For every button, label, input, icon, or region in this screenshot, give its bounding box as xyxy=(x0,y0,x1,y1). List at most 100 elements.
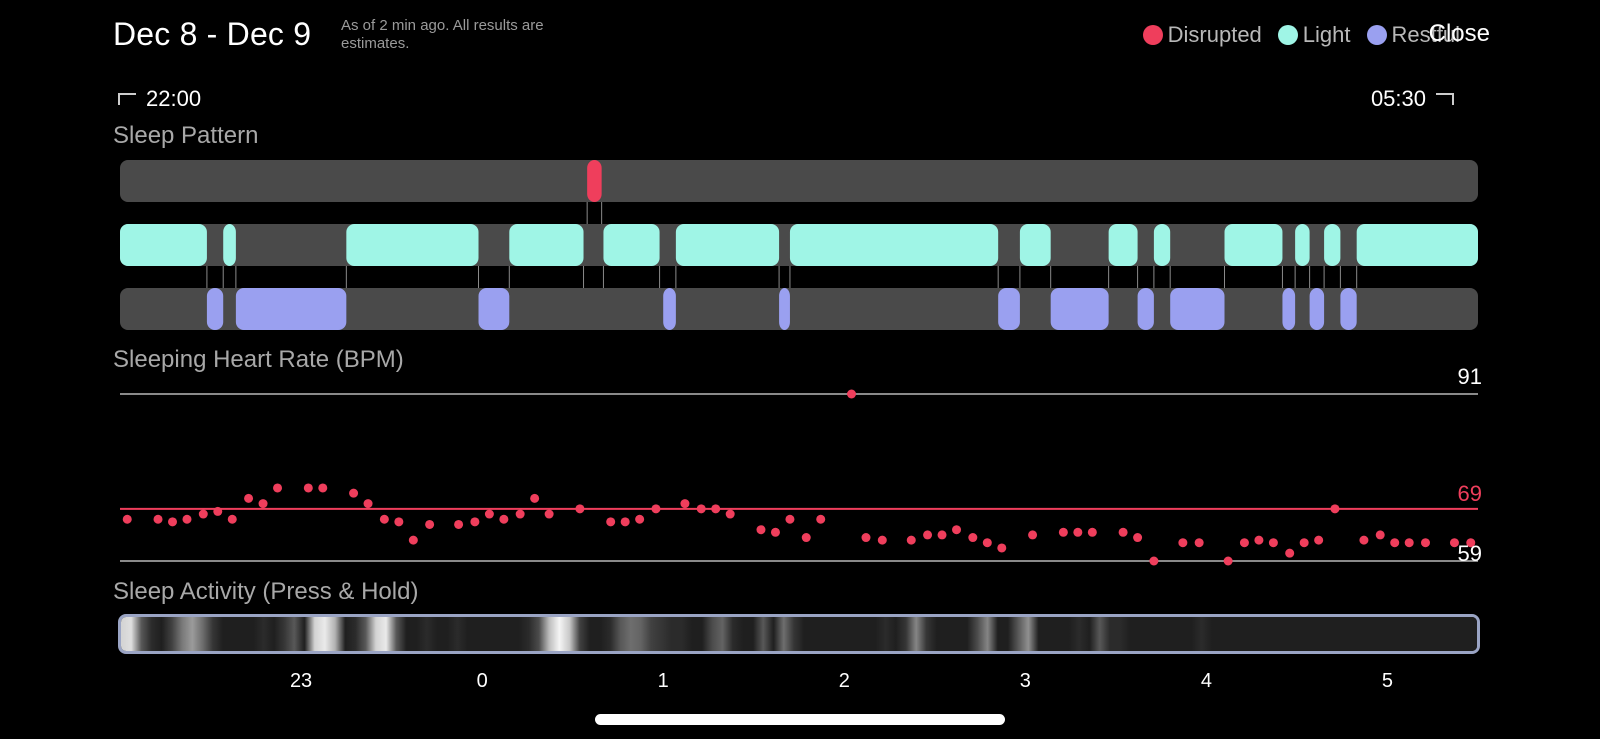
restful-segment xyxy=(1137,288,1154,330)
hr-point xyxy=(1087,527,1097,537)
light-segment xyxy=(1153,224,1171,266)
legend-light-label: Light xyxy=(1302,22,1351,47)
hr-point xyxy=(785,514,795,524)
restful-segment xyxy=(206,288,224,330)
hr-point xyxy=(620,517,630,527)
light-segment xyxy=(1295,224,1310,266)
disrupted-track xyxy=(120,160,1478,202)
end-bracket-icon xyxy=(1436,93,1454,105)
hr-point xyxy=(213,506,223,516)
legend-light: Light xyxy=(1277,22,1351,48)
hr-point xyxy=(1028,530,1038,540)
hr-point xyxy=(968,533,978,543)
hr-point xyxy=(244,493,254,503)
hr-point xyxy=(680,499,690,509)
legend-restful-label: Restful xyxy=(1391,22,1460,47)
axis-tick-label: 1 xyxy=(657,670,669,692)
hr-point xyxy=(847,389,857,399)
light-segment xyxy=(1356,224,1478,266)
light-segment xyxy=(1019,224,1051,266)
hr-point xyxy=(544,509,554,519)
hr-point xyxy=(1149,556,1159,566)
restful-segment xyxy=(663,288,676,330)
hr-point xyxy=(1239,538,1249,548)
home-indicator[interactable] xyxy=(595,714,1005,725)
hr-point xyxy=(1375,530,1385,540)
hr-point xyxy=(1133,533,1143,543)
restful-segment xyxy=(1282,288,1296,330)
hr-point xyxy=(454,519,464,529)
end-time: 05:30 xyxy=(1371,86,1454,112)
light-segment xyxy=(346,224,479,266)
hr-min-label: 59 xyxy=(1457,541,1482,566)
hr-point xyxy=(153,514,163,524)
hr-point xyxy=(515,509,525,519)
light-segment xyxy=(675,224,780,266)
light-dot-icon xyxy=(1277,25,1298,45)
hr-point xyxy=(182,514,192,524)
hr-point xyxy=(198,509,208,519)
light-segment xyxy=(1108,224,1138,266)
restful-dot-icon xyxy=(1366,25,1387,45)
restful-segment xyxy=(1309,288,1325,330)
hr-point xyxy=(1178,538,1188,548)
light-segment xyxy=(1324,224,1341,266)
hr-point xyxy=(1268,538,1278,548)
hr-point xyxy=(122,514,132,524)
estimate-note: As of 2 min ago. All results are estimat… xyxy=(341,17,544,52)
restful-segment xyxy=(1170,288,1225,330)
hr-point xyxy=(861,533,871,543)
light-segment xyxy=(120,224,207,266)
hr-point xyxy=(1073,527,1083,537)
hr-point xyxy=(937,530,947,540)
hr-point xyxy=(168,517,178,527)
hr-point xyxy=(484,509,494,519)
hr-point xyxy=(635,514,645,524)
axis-tick-label: 4 xyxy=(1200,670,1212,692)
hr-point xyxy=(1058,527,1068,537)
hr-point xyxy=(952,525,962,535)
hr-point xyxy=(1314,535,1324,545)
hr-point xyxy=(1390,538,1400,548)
restful-segment xyxy=(779,288,790,330)
axis-tick-label: 0 xyxy=(476,670,488,692)
hr-point xyxy=(725,509,735,519)
hr-point xyxy=(1299,538,1309,548)
hr-point xyxy=(227,514,237,524)
sleep-activity-bar[interactable] xyxy=(118,614,1480,654)
restful-segment xyxy=(235,288,347,330)
restful-segment xyxy=(478,288,510,330)
date-range-title: Dec 8 - Dec 9 xyxy=(113,16,312,52)
heart-rate-title: Sleeping Heart Rate (BPM) xyxy=(113,346,404,373)
legend-restful: Restful xyxy=(1366,22,1460,48)
hr-point xyxy=(816,514,826,524)
start-bracket-icon xyxy=(118,93,136,105)
disrupted-segment xyxy=(587,160,602,202)
hr-point xyxy=(499,514,509,524)
legend: Disrupted Light Restful xyxy=(1142,22,1460,48)
hr-point xyxy=(923,530,933,540)
hr-point xyxy=(1404,538,1414,548)
hr-point xyxy=(379,514,389,524)
legend-disrupted-label: Disrupted xyxy=(1167,22,1262,47)
hr-point xyxy=(1466,538,1476,548)
hr-point xyxy=(1254,535,1264,545)
hr-point xyxy=(1223,556,1233,566)
hr-point xyxy=(273,483,283,493)
hr-point xyxy=(530,493,540,503)
axis-tick-label: 2 xyxy=(838,670,850,692)
hr-avg-label: 69 xyxy=(1457,481,1482,506)
axis-tick-label: 5 xyxy=(1381,670,1394,692)
hr-point xyxy=(1449,538,1459,548)
hr-point xyxy=(1194,538,1204,548)
end-time-label: 05:30 xyxy=(1370,86,1426,111)
light-segment xyxy=(789,224,999,266)
hr-max-label: 91 xyxy=(1457,364,1482,389)
hr-point xyxy=(1118,527,1128,537)
close-button[interactable]: Close xyxy=(1428,20,1490,47)
hr-point xyxy=(1330,504,1340,514)
hr-point xyxy=(651,504,661,514)
hr-point xyxy=(756,525,766,535)
hr-point xyxy=(1285,548,1295,558)
sleep-pattern-title: Sleep Pattern xyxy=(113,122,259,149)
